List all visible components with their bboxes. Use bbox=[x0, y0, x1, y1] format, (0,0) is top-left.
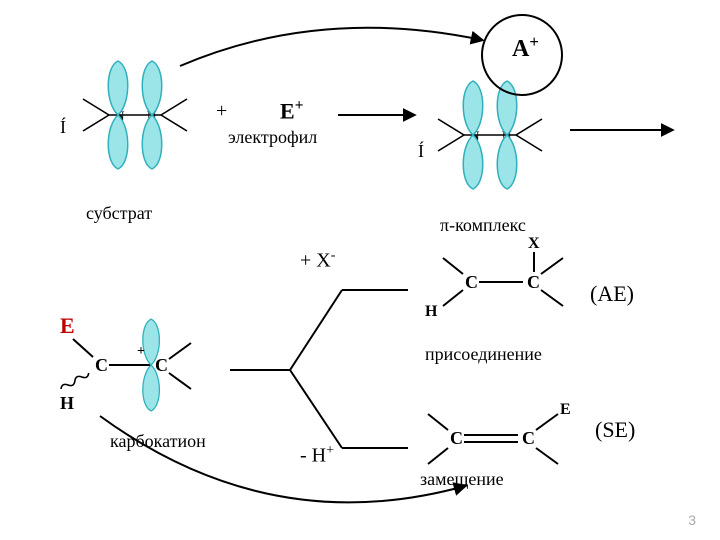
svg-text:C: C bbox=[450, 428, 463, 448]
svg-text:C: C bbox=[522, 428, 535, 448]
label-substrate: субстрат bbox=[86, 204, 152, 224]
arrow-curve-bottom bbox=[100, 416, 465, 502]
diagram-svg: N N C C + bbox=[0, 0, 720, 540]
label-electrofil: электрофил bbox=[228, 128, 317, 148]
svg-text:C: C bbox=[465, 272, 478, 292]
diagram-stage: N N C C + bbox=[0, 0, 720, 540]
slide-number: 3 bbox=[688, 512, 696, 528]
label-i-right: Í bbox=[418, 142, 424, 162]
label-h-carbocation: H bbox=[60, 394, 74, 414]
svg-text:E: E bbox=[560, 401, 571, 418]
svg-text:C: C bbox=[95, 355, 108, 375]
substrate-structure bbox=[83, 61, 187, 169]
product-se: C C E bbox=[428, 401, 571, 464]
label-se: (SE) bbox=[595, 418, 635, 442]
label-x-minus: + X- bbox=[300, 248, 335, 272]
label-e-red: E bbox=[60, 314, 75, 338]
label-h-minus: - H+ bbox=[300, 443, 334, 467]
label-zameshchenie: замещение bbox=[420, 470, 504, 490]
pi-complex-structure bbox=[438, 81, 542, 189]
arrow-curve-top bbox=[180, 28, 482, 66]
svg-text:+: + bbox=[137, 344, 145, 359]
label-prisoedinenie: присоединение bbox=[425, 345, 542, 365]
label-ae: (AE) bbox=[590, 282, 634, 306]
product-ae: C C H X bbox=[425, 235, 563, 320]
svg-text:X: X bbox=[528, 235, 540, 252]
svg-text:C: C bbox=[155, 355, 168, 375]
label-carbocation: карбокатион bbox=[110, 432, 206, 452]
label-e-plus: E+ bbox=[280, 98, 303, 124]
carbocation-structure: C C + bbox=[60, 319, 191, 411]
label-a-plus: A+ bbox=[512, 33, 539, 62]
branch-lines bbox=[230, 290, 408, 448]
svg-text:H: H bbox=[425, 303, 438, 320]
label-plus: + bbox=[216, 100, 227, 122]
label-pi-complex: π-комплекс bbox=[440, 216, 526, 236]
label-i-left: Í bbox=[60, 118, 66, 138]
svg-text:C: C bbox=[527, 272, 540, 292]
